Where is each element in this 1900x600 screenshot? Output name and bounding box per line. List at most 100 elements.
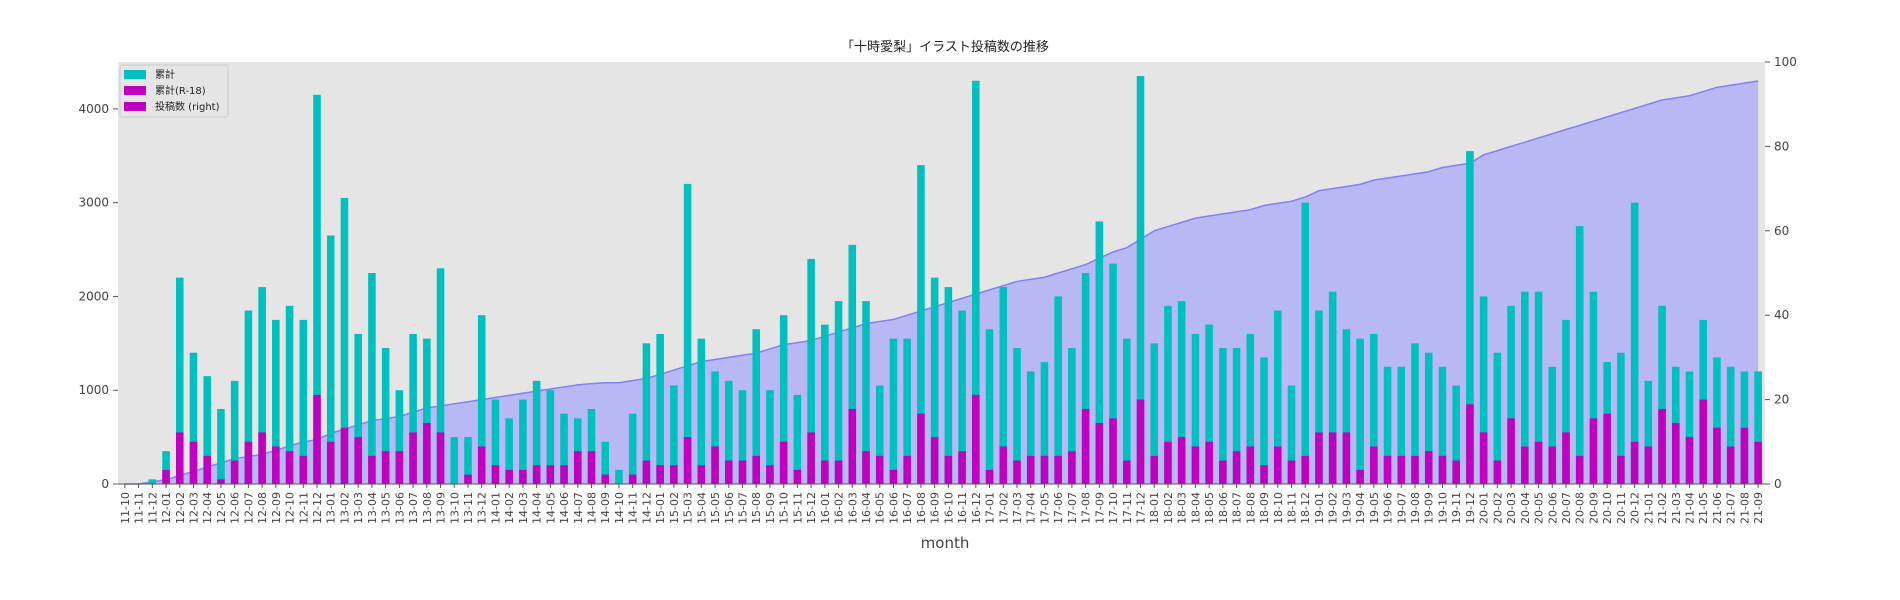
x-tick-label: 14-08 [586, 492, 599, 524]
bar-cumulative [615, 469, 623, 484]
bar-r18 [766, 465, 774, 484]
x-tick-label: 20-07 [1560, 492, 1573, 524]
bar-cumulative [1479, 296, 1488, 484]
x-tick-label: 17-04 [1025, 492, 1038, 524]
bar-r18 [1575, 455, 1584, 484]
x-tick-label: 19-10 [1436, 492, 1449, 524]
bar-r18 [807, 432, 815, 484]
x-tick-label: 13-08 [421, 492, 434, 524]
bar-r18 [340, 427, 349, 484]
bar-cumulative [683, 183, 692, 484]
bar-cumulative [1630, 202, 1639, 484]
bar-r18 [1713, 427, 1721, 484]
bar-r18 [1726, 446, 1735, 484]
bar-r18 [587, 451, 596, 484]
x-tick-label: 21-07 [1725, 492, 1738, 524]
bar-r18 [1095, 423, 1104, 484]
bar-r18 [1699, 399, 1708, 484]
bar-r18 [1246, 446, 1255, 484]
bar-r18 [519, 469, 527, 484]
bar-r18 [779, 441, 788, 484]
x-tick-label: 16-04 [860, 492, 873, 524]
bar-cumulative [436, 268, 445, 484]
x-tick-label: 21-05 [1697, 492, 1710, 524]
bar-r18 [889, 469, 898, 484]
bar-cumulative [1548, 366, 1557, 484]
x-tick-label: 17-07 [1066, 492, 1079, 524]
bar-cumulative [1370, 333, 1378, 484]
x-tick-label: 14-11 [627, 492, 640, 524]
x-tick-label: 17-02 [997, 492, 1010, 524]
x-tick-label: 15-03 [682, 492, 695, 524]
x-tick-label: 20-03 [1505, 492, 1518, 524]
bar-r18 [656, 465, 664, 484]
bar-cumulative [944, 287, 953, 484]
bar-r18 [1658, 408, 1666, 484]
bar-cumulative [491, 399, 500, 484]
x-tick-label: 21-02 [1656, 492, 1669, 524]
bar-r18 [985, 469, 994, 484]
x-tick-label: 17-05 [1038, 492, 1051, 524]
bar-r18 [244, 441, 253, 484]
bar-cumulative [642, 343, 651, 484]
x-tick-label: 20-04 [1519, 492, 1532, 524]
bar-r18 [1562, 432, 1570, 484]
bar-r18 [162, 469, 170, 484]
bar-r18 [930, 437, 939, 484]
x-tick-label: 17-11 [1121, 492, 1134, 524]
x-tick-label: 13-03 [352, 492, 365, 524]
x-tick-label: 19-07 [1395, 492, 1408, 524]
x-tick-label: 14-03 [517, 492, 530, 524]
bar-r18 [958, 451, 966, 484]
x-tick-label: 18-05 [1203, 492, 1216, 524]
bar-r18 [793, 469, 802, 484]
bar-cumulative [272, 319, 280, 484]
bar-r18 [1740, 427, 1749, 484]
bar-r18 [560, 465, 568, 484]
y-tick-label: 1000 [78, 383, 109, 397]
bar-r18 [1617, 455, 1625, 484]
bar-cumulative [1507, 305, 1515, 484]
bar-cumulative [546, 390, 555, 484]
x-tick-label: 18-10 [1272, 492, 1285, 524]
bar-r18 [1109, 418, 1117, 484]
y2-tick-label: 40 [1774, 308, 1789, 322]
bar-r18 [944, 455, 953, 484]
bar-cumulative [162, 451, 170, 484]
bar-cumulative [1081, 273, 1090, 484]
bar-cumulative [862, 301, 870, 484]
x-tick-label: 14-10 [613, 492, 626, 524]
bar-cumulative [1054, 296, 1062, 484]
x-tick-label: 18-02 [1162, 492, 1175, 524]
bar-cumulative [1287, 385, 1296, 484]
x-tick-labels: 11-10 11-11 11-12 12-01 12-02 12-03 12-04 12-05… [119, 484, 1765, 524]
bar-cumulative [1219, 348, 1227, 484]
bar-cumulative [299, 319, 308, 484]
bar-cumulative [189, 352, 198, 484]
bar-r18 [1754, 441, 1762, 484]
bar-r18 [1466, 404, 1474, 484]
bar-cumulative [464, 437, 472, 484]
bar-cumulative [217, 408, 225, 484]
bar-cumulative [560, 413, 568, 484]
y2-tick-label: 100 [1774, 55, 1797, 69]
bar-r18 [1219, 460, 1227, 484]
bar-cumulative [1356, 338, 1364, 484]
bar-cumulative [1685, 371, 1694, 484]
x-tick-label: 19-02 [1327, 492, 1340, 524]
bar-cumulative [505, 418, 513, 484]
x-tick-label: 13-06 [393, 492, 406, 524]
x-tick-label: 13-10 [448, 492, 461, 524]
bar-cumulative [285, 305, 294, 484]
bar-cumulative [1521, 291, 1529, 484]
y2-tick-label: 80 [1774, 139, 1789, 153]
bar-cumulative [1658, 305, 1666, 484]
x-tick-label: 13-05 [380, 492, 393, 524]
x-tick-label: 18-04 [1189, 492, 1202, 524]
bar-r18 [1534, 441, 1543, 484]
bar-cumulative [903, 338, 911, 484]
bar-cumulative [1273, 310, 1282, 484]
bar-cumulative [766, 390, 774, 484]
bar-r18 [1356, 469, 1364, 484]
bar-cumulative [1589, 291, 1598, 484]
